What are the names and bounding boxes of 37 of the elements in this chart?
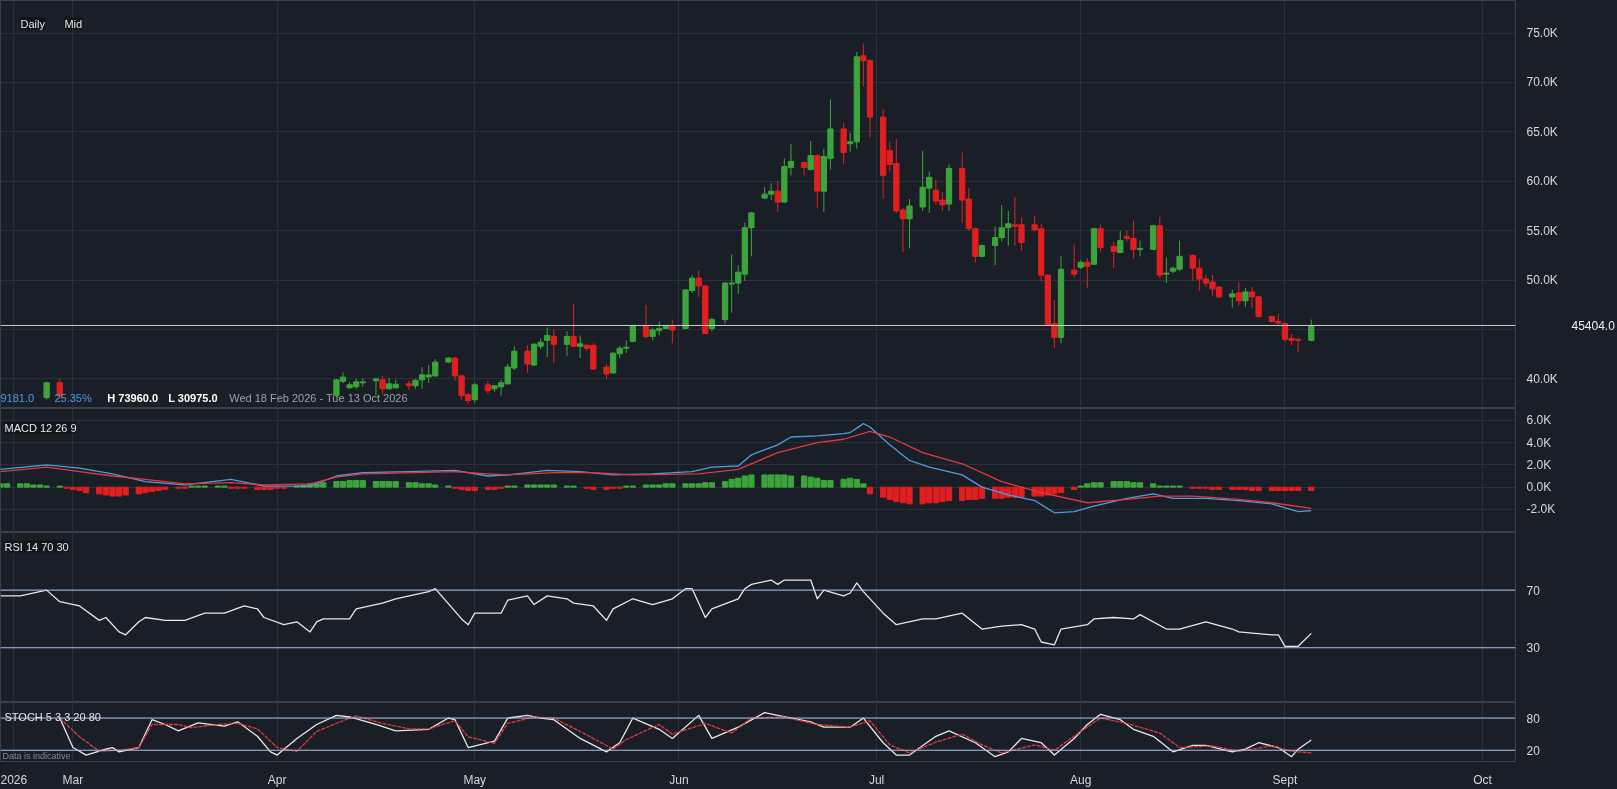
y-tick-label: 75.0K: [1526, 26, 1558, 41]
y-tick-label: 4.0K: [1526, 435, 1552, 450]
annotation: H 73960.0: [107, 391, 159, 404]
y-tick-label: -2.0K: [1526, 502, 1556, 517]
ref-line-label: 45404.0: [1571, 318, 1616, 333]
y-tick-label: 30: [1526, 641, 1541, 656]
y-tick-label: 70: [1526, 583, 1541, 598]
x-tick-label: Aug: [1070, 772, 1092, 787]
annotation: Data is indicative: [2, 751, 71, 762]
x-tick-label: 2026: [0, 772, 28, 787]
x-tick-label: Sept: [1272, 772, 1298, 787]
annotation: Mid: [64, 17, 83, 30]
annotation: Wed 18 Feb 2026 - Tue 13 Oct 2026: [229, 391, 408, 404]
y-tick-label: 80: [1526, 711, 1541, 726]
y-tick-label: 40.0K: [1526, 371, 1558, 386]
y-tick-label: 2.0K: [1526, 457, 1552, 472]
y-tick-label: 20: [1526, 743, 1541, 758]
y-tick-label: 50.0K: [1526, 273, 1558, 288]
x-tick-label: Jul: [868, 772, 885, 787]
annotation: 9181.0: [0, 391, 35, 404]
y-tick-label: 65.0K: [1526, 124, 1558, 139]
x-tick-label: Oct: [1473, 772, 1493, 787]
x-tick-label: Apr: [267, 772, 287, 787]
text: MACD 12 26 9: [4, 421, 77, 434]
y-tick-label: 55.0K: [1526, 223, 1558, 238]
text: RSI 14 70 30: [4, 540, 69, 553]
y-tick-label: 0.0K: [1526, 480, 1552, 495]
y-tick-label: 60.0K: [1526, 174, 1558, 189]
text: STOCH 5 3 3 20 80: [4, 710, 101, 723]
y-tick-label: 6.0K: [1526, 413, 1552, 428]
annotation: Daily: [20, 17, 46, 30]
x-tick-label: Jun: [669, 772, 689, 787]
y-tick-label: 70.0K: [1526, 75, 1558, 90]
x-tick-label: Mar: [62, 772, 84, 787]
annotation: 25.35%: [54, 391, 92, 404]
x-tick-label: May: [463, 772, 487, 787]
annotation: L 30975.0: [168, 391, 218, 404]
